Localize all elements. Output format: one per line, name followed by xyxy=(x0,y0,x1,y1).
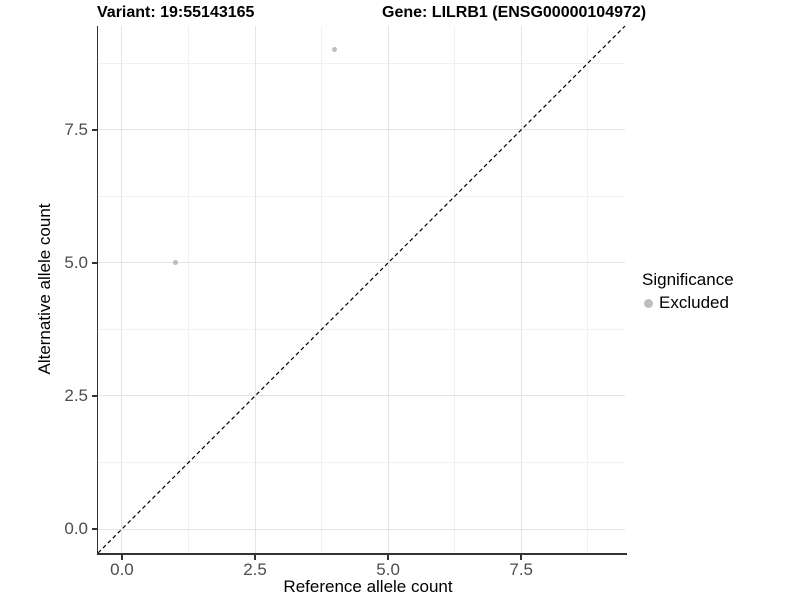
x-tick-mark xyxy=(387,554,389,560)
x-tick-label: 7.5 xyxy=(509,560,534,579)
y-tick-mark xyxy=(91,395,97,397)
x-tick-mark xyxy=(254,554,256,560)
legend: Significance Excluded xyxy=(642,270,734,313)
y-tick-mark xyxy=(91,129,97,131)
identity-line xyxy=(97,25,626,554)
x-tick-mark xyxy=(520,554,522,560)
legend-item: Excluded xyxy=(642,293,734,313)
y-tick-label: 0.0 xyxy=(64,519,88,539)
x-tick-label: 2.5 xyxy=(243,560,267,579)
legend-item-label: Excluded xyxy=(659,293,729,312)
gridline-minor-horizontal xyxy=(98,195,625,197)
y-tick-label: 7.5 xyxy=(64,119,88,139)
legend-title: Significance xyxy=(642,270,734,289)
legend-key-dot xyxy=(644,298,653,308)
gridline-major-horizontal xyxy=(98,129,625,131)
y-axis-title: Alternative allele count xyxy=(35,203,54,375)
legend-items: Excluded xyxy=(642,293,734,313)
gridline-major-vertical xyxy=(121,26,123,553)
x-axis-line xyxy=(96,553,627,555)
gridline-major-horizontal xyxy=(98,395,625,397)
gridline-minor-vertical xyxy=(454,26,456,553)
y-axis-line xyxy=(96,26,98,555)
y-tick-mark xyxy=(91,528,97,530)
plot-title-gene: Gene: LILRB1 (ENSG00000104972) xyxy=(382,4,647,21)
x-tick-label: 5.0 xyxy=(376,560,400,579)
y-tick-label: 5.0 xyxy=(64,252,88,272)
x-tick-mark xyxy=(121,554,123,560)
gridline-minor-horizontal xyxy=(98,62,625,64)
plot-title-variant: Variant: 19:55143165 xyxy=(97,4,255,21)
gridline-major-vertical xyxy=(520,26,522,553)
gridline-major-horizontal xyxy=(98,528,625,530)
gridline-minor-vertical xyxy=(321,26,323,553)
data-point xyxy=(172,260,178,266)
x-axis-title: Reference allele count xyxy=(283,577,453,596)
y-tick-mark xyxy=(91,262,97,264)
gridline-minor-horizontal xyxy=(98,328,625,330)
gridline-minor-vertical xyxy=(587,26,589,553)
x-tick-label: 0.0 xyxy=(110,560,134,579)
plot-panel xyxy=(97,25,626,554)
data-point xyxy=(332,47,338,53)
gridline-major-horizontal xyxy=(98,262,625,264)
gridline-minor-horizontal xyxy=(98,462,625,463)
gridline-minor-vertical xyxy=(187,26,189,553)
gridline-major-vertical xyxy=(387,26,389,553)
y-tick-label: 2.5 xyxy=(64,385,88,405)
gridline-major-vertical xyxy=(254,26,256,553)
